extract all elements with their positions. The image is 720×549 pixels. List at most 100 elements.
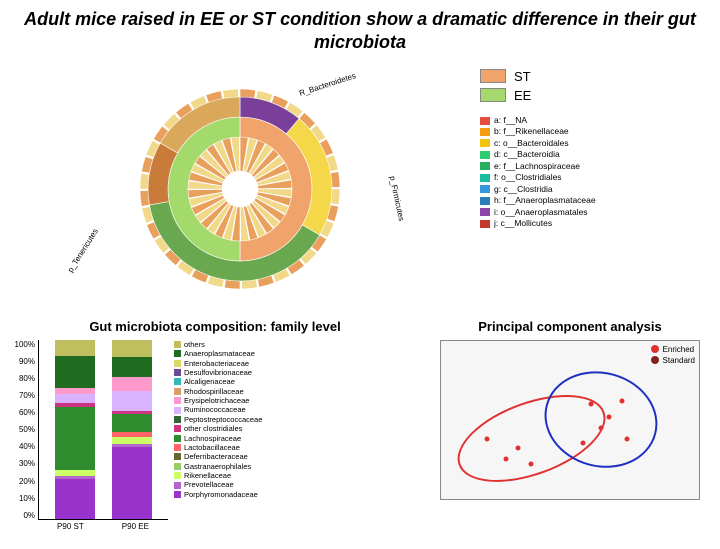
- taxa-label: e: f__Lachnospiraceae: [494, 161, 580, 172]
- bar-legend-swatch: [174, 444, 181, 451]
- bar-x-label: P90 EE: [122, 522, 149, 531]
- condition-legend: ST EE: [480, 69, 720, 103]
- bar-segment: [112, 414, 152, 432]
- bar-legend-label: Prevotellaceae: [184, 480, 234, 489]
- bar-legend-label: Rikenellaceae: [184, 471, 231, 480]
- pca-point: [485, 436, 490, 441]
- pca-legend: Enriched Standard: [651, 345, 695, 367]
- bar-legend-swatch: [174, 425, 181, 432]
- taxa-label: h: f__Anaeroplasmataceae: [494, 195, 596, 206]
- y-tick: 50%: [10, 425, 35, 434]
- pca-point: [503, 457, 508, 462]
- bar-legend-row: Peptostreptococcaceae: [174, 415, 262, 424]
- pca-point: [529, 462, 534, 467]
- condition-row: EE: [480, 88, 720, 103]
- pca-point: [624, 436, 629, 441]
- bar-legend-row: Alcaligenaceae: [174, 377, 262, 386]
- condition-row: ST: [480, 69, 720, 84]
- bar-segment: [112, 391, 152, 411]
- bar-legend-swatch: [174, 453, 181, 460]
- pca-panel: Principal component analysis Enriched Sta…: [430, 319, 720, 549]
- bar-legend-swatch: [174, 491, 181, 498]
- taxa-row: f: o__Clostridiales: [480, 172, 720, 183]
- taxa-label: b: f__Rikenellaceae: [494, 126, 569, 137]
- taxa-label: g: c__Clostridia: [494, 184, 553, 195]
- y-tick: 80%: [10, 374, 35, 383]
- bar-legend-row: Rhodospirillaceae: [174, 387, 262, 396]
- bar-legend-swatch: [174, 397, 181, 404]
- bar-column: [55, 340, 95, 519]
- taxa-swatch: [480, 174, 490, 182]
- bar-legend-row: other clostridiales: [174, 424, 262, 433]
- bar-legend-swatch: [174, 341, 181, 348]
- taxa-swatch: [480, 128, 490, 136]
- bar-legend-label: Lactobacillaceae: [184, 443, 240, 452]
- taxa-label: d: c__Bacteroidia: [494, 149, 560, 160]
- bar-legend-swatch: [174, 360, 181, 367]
- cond-label: ST: [514, 69, 531, 84]
- bar-legend-row: Ruminococcaceae: [174, 405, 262, 414]
- bar-legend-row: Enterobacteriaceae: [174, 359, 262, 368]
- bar-segment: [112, 340, 152, 357]
- taxa-swatch: [480, 220, 490, 228]
- taxa-row: h: f__Anaeroplasmataceae: [480, 195, 720, 206]
- bar-legend-label: Anaeroplasmataceae: [184, 349, 255, 358]
- upper-panel: R_Bacteroidetesp_Firmicutesp_Tenericutes…: [0, 59, 720, 319]
- bar-legend-label: Rhodospirillaceae: [184, 387, 244, 396]
- barchart-panel: Gut microbiota composition: family level…: [0, 319, 430, 549]
- pca-legend-dot: [651, 345, 659, 353]
- bar-legend-label: Alcaligenaceae: [184, 377, 235, 386]
- bar-stacks: [38, 340, 168, 520]
- bar-legend-swatch: [174, 435, 181, 442]
- taxa-label: f: o__Clostridiales: [494, 172, 562, 183]
- taxa-row: a: f__NA: [480, 115, 720, 126]
- bar-legend-label: other clostridiales: [184, 424, 242, 433]
- pca-legend-row: Standard: [651, 356, 695, 365]
- taxa-row: d: c__Bacteroidia: [480, 149, 720, 160]
- bar-segment: [55, 479, 95, 518]
- taxa-swatch: [480, 117, 490, 125]
- bar-legend-swatch: [174, 416, 181, 423]
- sunburst-label: p_Tenericutes: [65, 227, 99, 274]
- bar-legend-label: Ruminococcaceae: [184, 405, 246, 414]
- bar-legend-row: Anaeroplasmataceae: [174, 349, 262, 358]
- pca-title: Principal component analysis: [430, 319, 710, 334]
- y-tick: 40%: [10, 442, 35, 451]
- bar-legend-row: Lactobacillaceae: [174, 443, 262, 452]
- bar-segment: [55, 340, 95, 356]
- taxa-swatch: [480, 185, 490, 193]
- bar-legend-swatch: [174, 350, 181, 357]
- taxa-row: c: o__Bacteroidales: [480, 138, 720, 149]
- bar-legend-swatch: [174, 407, 181, 414]
- bar-column: [112, 340, 152, 519]
- y-tick: 20%: [10, 477, 35, 486]
- bar-legend-row: Deferribacteraceae: [174, 452, 262, 461]
- barchart-title: Gut microbiota composition: family level: [10, 319, 420, 334]
- pca-legend-dot: [651, 356, 659, 364]
- bar-legend-row: Lachnospiraceae: [174, 434, 262, 443]
- y-tick: 70%: [10, 391, 35, 400]
- pca-point: [580, 441, 585, 446]
- bar-legend-swatch: [174, 472, 181, 479]
- bar-legend-label: Lachnospiraceae: [184, 434, 241, 443]
- bar-legend-row: Gastranaerophilales: [174, 462, 262, 471]
- y-tick: 100%: [10, 340, 35, 349]
- bar-y-axis: 100%90%80%70%60%50%40%30%20%10%0%: [10, 340, 38, 520]
- pca-point: [516, 446, 521, 451]
- pca-point: [619, 398, 624, 403]
- bar-legend-swatch: [174, 369, 181, 376]
- bar-segment: [55, 394, 95, 404]
- cond-label: EE: [514, 88, 531, 103]
- y-tick: 30%: [10, 459, 35, 468]
- taxa-swatch: [480, 208, 490, 216]
- taxa-label: i: o__Anaeroplasmatales: [494, 207, 588, 218]
- bar-legend-label: Deferribacteraceae: [184, 452, 248, 461]
- taxa-label: j: c__Mollicutes: [494, 218, 552, 229]
- bar-legend-row: Porphyromonadaceae: [174, 490, 262, 499]
- right-legend: ST EE a: f__NAb: f__Rikenellaceaec: o__Ba…: [480, 59, 720, 319]
- pca-point: [606, 414, 611, 419]
- cond-swatch: [480, 88, 506, 102]
- bar-legend-label: Porphyromonadaceae: [184, 490, 258, 499]
- pca-point: [598, 425, 603, 430]
- pca-legend-label: Enriched: [663, 345, 695, 354]
